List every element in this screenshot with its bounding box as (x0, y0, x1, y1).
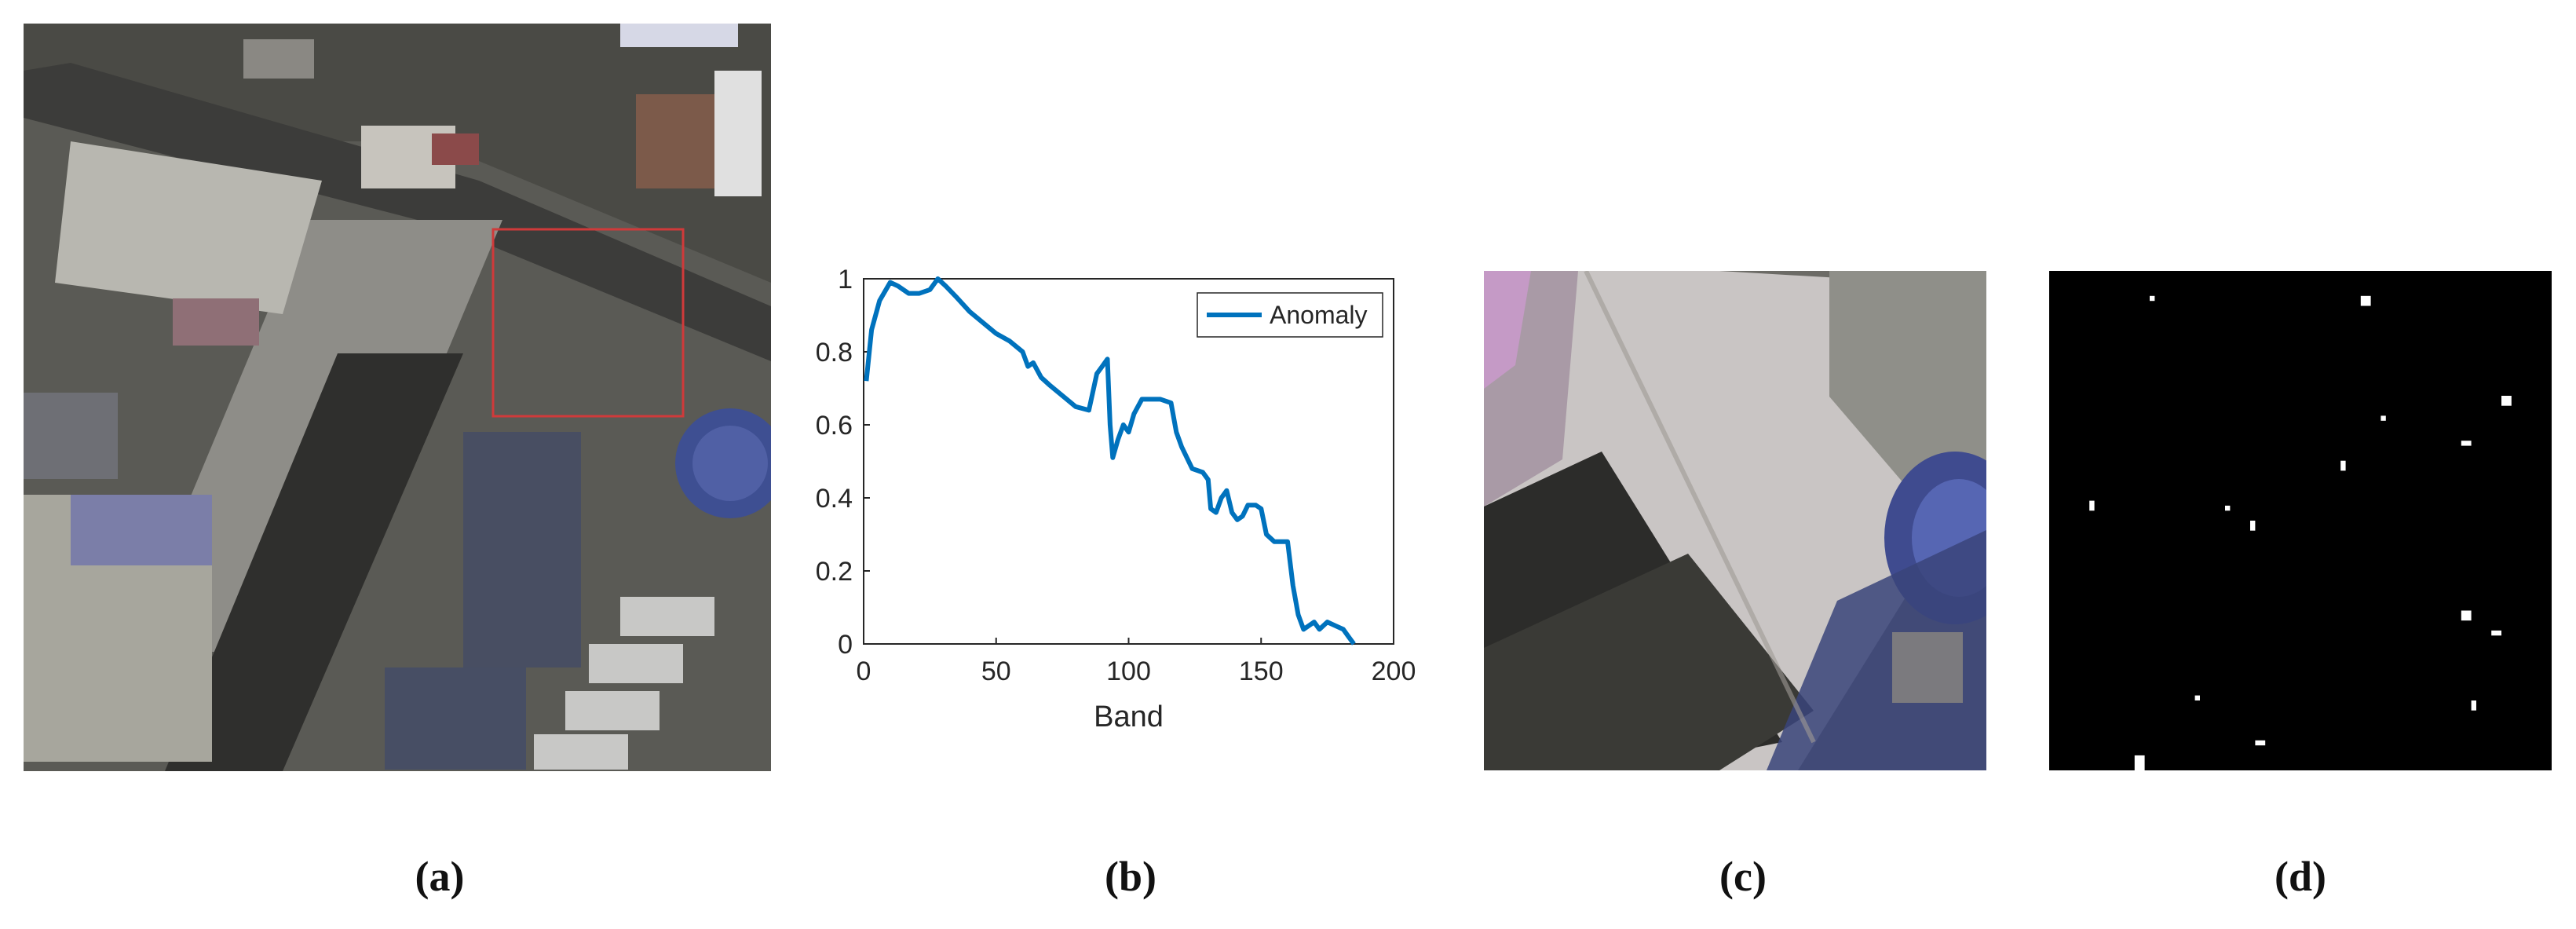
x-axis-label: Band (1094, 700, 1164, 733)
x-tick-label: 150 (1239, 657, 1284, 686)
ground-truth-map (2049, 271, 2552, 770)
anomaly-pixel (2250, 521, 2256, 531)
anomaly-pixel (2089, 500, 2095, 511)
anomaly-pixel (2255, 740, 2266, 746)
y-tick-label: 0.6 (817, 411, 853, 441)
series-line-anomaly (864, 276, 1356, 646)
anomaly-pixel (2360, 295, 2371, 306)
anomaly-pixel (2491, 630, 2501, 636)
highlight-box (491, 228, 685, 418)
x-tick-label: 0 (857, 657, 871, 686)
anomaly-pixel (2461, 610, 2472, 621)
y-tick-label: 0.2 (817, 557, 853, 587)
anomaly-pixel (2194, 695, 2200, 700)
anomaly-pixel (2501, 396, 2512, 406)
anomaly-spectrum-chart: 0 50 100 150 200 0 0.2 0.4 0.6 0.8 1 Anomaly Band (817, 265, 1416, 733)
aerial-scene-image (24, 24, 771, 771)
y-tick-label: 0.8 (817, 338, 853, 368)
y-tick-label: 0.4 (817, 484, 853, 514)
y-tick-label: 0 (838, 630, 853, 660)
x-tick-label: 50 (981, 657, 1011, 686)
caption-c: (c) (1719, 853, 1767, 900)
caption-b: (b) (1105, 853, 1156, 900)
caption-d: (d) (2275, 853, 2326, 900)
x-tick-label: 100 (1106, 657, 1151, 686)
anomaly-pixel (2150, 295, 2155, 302)
x-tick-label: 200 (1372, 657, 1416, 686)
caption-a: (a) (415, 853, 465, 900)
anomaly-pixel (2340, 460, 2346, 471)
anomaly-pixel (2381, 415, 2386, 421)
aerial-image-panel (24, 24, 771, 771)
ground-truth-background (2049, 271, 2552, 770)
y-tick-label: 1 (838, 265, 853, 294)
ground-truth-panel (2049, 271, 2552, 770)
legend: Anomaly (1197, 292, 1383, 338)
zoomed-scene-image (1484, 271, 1986, 770)
anomaly-pixel (2134, 755, 2145, 770)
spectral-curve-panel: 0 50 100 150 200 0 0.2 0.4 0.6 0.8 1 Anomaly Band (817, 259, 1445, 777)
anomaly-pixel (2471, 700, 2476, 711)
anomaly-pixel (2225, 505, 2231, 511)
legend-label: Anomaly (1270, 301, 1368, 329)
anomaly-pixel (2461, 441, 2472, 446)
zoomed-region-panel (1484, 271, 1986, 770)
